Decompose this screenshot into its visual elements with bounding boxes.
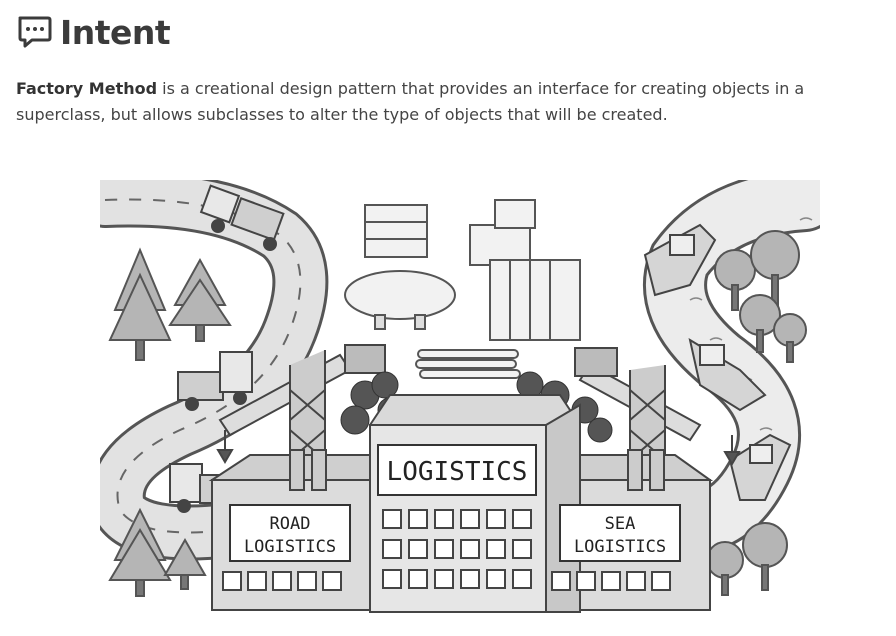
road-sign-line2: LOGISTICS <box>244 537 336 557</box>
sea-sign-line2: LOGISTICS <box>574 537 666 557</box>
cargo-goods <box>344 199 581 379</box>
boat <box>643 223 717 297</box>
sea-sign: SEA LOGISTICS <box>559 504 681 562</box>
sea-sign-line1: SEA <box>605 514 636 534</box>
logistics-illustration: LOGISTICS ROAD LOGISTICS SEA LOGISTICS <box>100 180 820 613</box>
building-windows <box>222 509 671 591</box>
truck <box>177 351 253 411</box>
intro-description: is a creational design pattern that prov… <box>16 79 805 124</box>
boat <box>728 433 792 501</box>
speech-bubble-icon <box>18 16 52 48</box>
main-sign-label: LOGISTICS <box>387 457 528 487</box>
main-sign: LOGISTICS <box>377 444 537 496</box>
trees-left <box>108 247 232 597</box>
crane <box>216 344 386 481</box>
road-sign-line1: ROAD <box>270 514 311 534</box>
section-heading: Intent <box>16 10 171 54</box>
trees-right <box>706 230 807 596</box>
road-sign: ROAD LOGISTICS <box>229 504 351 562</box>
truck <box>199 184 285 251</box>
section-title: Intent <box>60 12 171 52</box>
pattern-name: Factory Method <box>16 79 158 98</box>
boat <box>688 337 767 412</box>
intro-paragraph: Factory Method is a creational design pa… <box>16 76 876 128</box>
